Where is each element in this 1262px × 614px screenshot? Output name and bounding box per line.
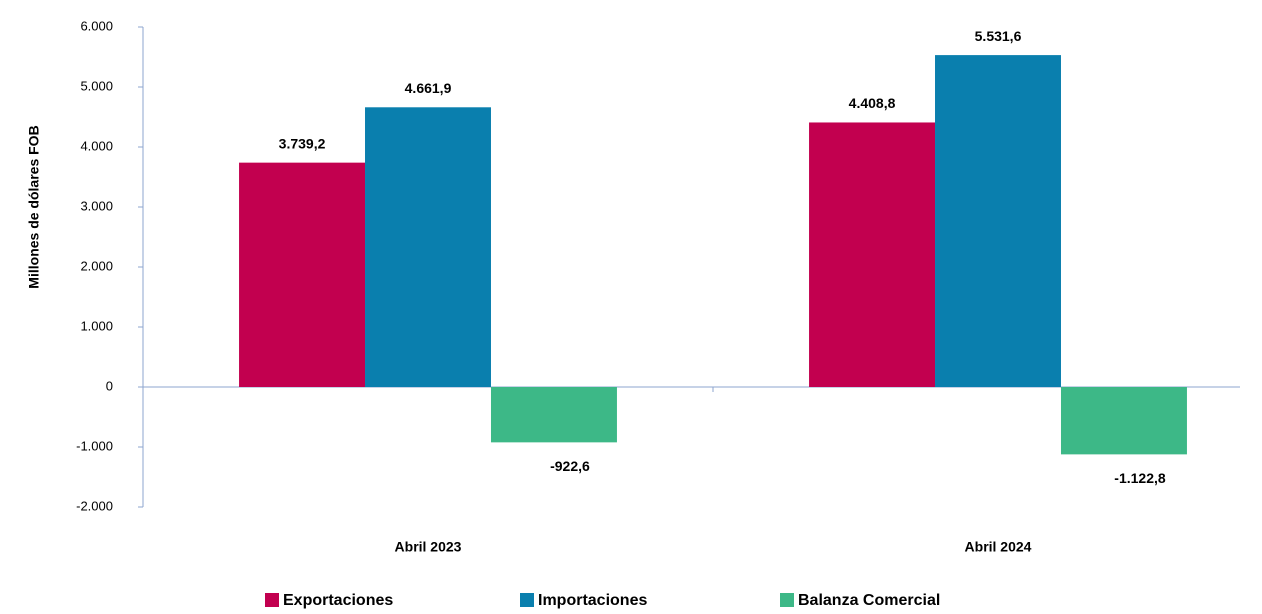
value-label: 4.408,8 [849, 95, 896, 111]
legend-swatch [520, 593, 534, 607]
value-label: 5.531,6 [975, 28, 1022, 44]
bar [1060, 387, 1187, 455]
legend-label: Exportaciones [283, 592, 393, 609]
y-tick-label: 6.000 [80, 18, 113, 33]
x-tick-label: Abril 2024 [965, 539, 1032, 555]
y-tick-label: -1.000 [76, 438, 113, 453]
value-label: 3.739,2 [279, 135, 326, 151]
y-tick-label: 2.000 [80, 258, 113, 273]
value-label: 4.661,9 [405, 80, 452, 96]
y-tick-label: 1.000 [80, 318, 113, 333]
bar [490, 387, 617, 443]
y-tick-label: -2.000 [76, 498, 113, 513]
legend-swatch [265, 593, 279, 607]
y-axis-label: Millones de dólares FOB [26, 125, 42, 288]
value-label: -1.122,8 [1114, 470, 1166, 486]
bar [935, 55, 1061, 387]
y-tick-label: 5.000 [80, 78, 113, 93]
value-label: -922,6 [550, 458, 590, 474]
bar [365, 107, 491, 387]
legend-label: Balanza Comercial [798, 592, 940, 609]
bar [809, 122, 936, 388]
x-tick-label: Abril 2023 [395, 539, 462, 555]
bar [239, 162, 366, 387]
legend-swatch [780, 593, 794, 607]
y-tick-label: 4.000 [80, 138, 113, 153]
y-tick-label: 3.000 [80, 198, 113, 213]
y-tick-label: 0 [106, 378, 113, 393]
legend-label: Importaciones [538, 592, 647, 609]
